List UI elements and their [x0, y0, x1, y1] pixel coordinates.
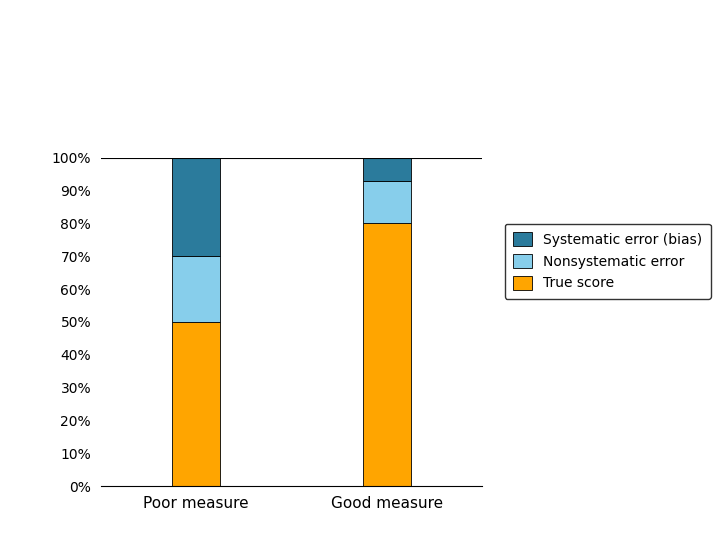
Bar: [363, 181, 411, 224]
Bar: [172, 158, 220, 256]
Legend: Systematic error (bias), Nonsystematic error, True score: Systematic error (bias), Nonsystematic e…: [505, 224, 711, 299]
Bar: [363, 224, 411, 486]
Bar: [363, 158, 411, 181]
Bar: [172, 322, 220, 486]
Text: Hypothetical variance
distributions: Hypothetical variance distributions: [154, 29, 566, 102]
Bar: [172, 256, 220, 322]
